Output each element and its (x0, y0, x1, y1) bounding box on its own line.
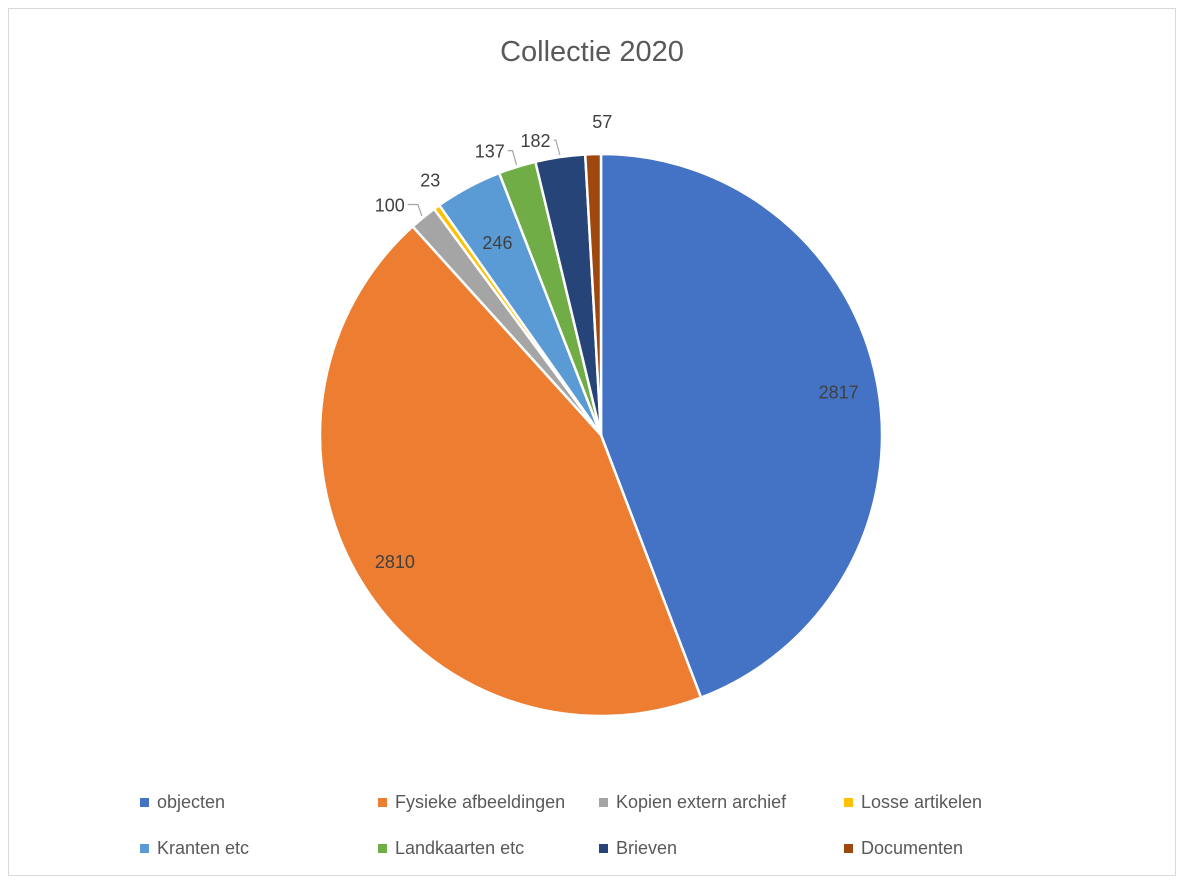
pie-slice-documenten (583, 152, 603, 437)
legend-item-objecten: objecten (140, 792, 225, 812)
legend-item-brieven: Brieven (599, 838, 677, 858)
data-label-fysieke-afbeeldingen: 2810 (375, 552, 415, 572)
legend-label-documenten: Documenten (861, 837, 964, 858)
data-label-kopien-extern-archief: 100 (375, 196, 405, 216)
legend-label-objecten: objecten (157, 791, 226, 812)
legend-item-documenten: Documenten (844, 838, 963, 858)
leader-line-kopien-extern-archief (407, 203, 423, 217)
data-label-brieven: 182 (520, 131, 550, 151)
legend-label-kopien-extern-archief: Kopien extern archief (616, 791, 787, 812)
data-label-documenten: 57 (592, 112, 612, 132)
legend-swatch-kranten-etc (140, 843, 149, 853)
chart-title: Collectie 2020 (500, 36, 684, 68)
data-label-losse-artikelen: 23 (420, 170, 440, 190)
legend-item-landkaarten-etc: Landkaarten etc (378, 838, 524, 858)
leader-line-brieven (553, 139, 561, 156)
legend-swatch-documenten (844, 843, 853, 853)
legend-swatch-objecten (140, 797, 149, 807)
legend-item-kranten-etc: Kranten etc (140, 838, 249, 858)
data-label-landkaarten-etc: 137 (475, 142, 505, 162)
legend-label-landkaarten-etc: Landkaarten etc (395, 837, 525, 858)
legend-item-losse-artikelen: Losse artikelen (844, 792, 982, 812)
pie-slice-fysieke-afbeeldingen (318, 225, 703, 718)
legend-swatch-fysieke-afbeeldingen (378, 797, 387, 807)
legend-swatch-landkaarten-etc (378, 843, 387, 853)
data-label-objecten: 2817 (819, 382, 859, 402)
leader-line-landkaarten-etc (507, 150, 518, 166)
legend-label-brieven: Brieven (616, 837, 678, 858)
pie-slice-objecten (599, 152, 884, 699)
legend-item-kopien-extern-archief: Kopien extern archief (599, 792, 786, 812)
data-label-kranten-etc: 246 (482, 233, 512, 253)
legend-swatch-kopien-extern-archief (599, 797, 608, 807)
legend-label-kranten-etc: Kranten etc (157, 837, 250, 858)
legend-item-fysieke-afbeeldingen: Fysieke afbeeldingen (378, 792, 565, 812)
legend-swatch-brieven (599, 843, 608, 853)
legend-swatch-losse-artikelen (844, 797, 853, 807)
legend-label-losse-artikelen: Losse artikelen (861, 791, 983, 812)
legend-label-fysieke-afbeeldingen: Fysieke afbeeldingen (395, 791, 566, 812)
